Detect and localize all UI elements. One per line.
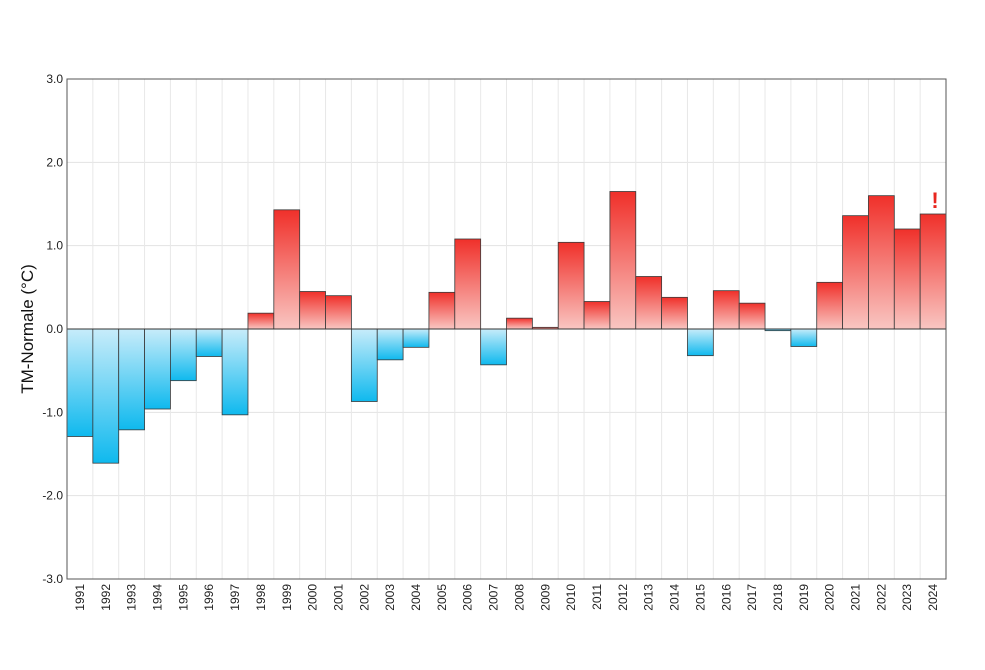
x-tick-label: 2000 xyxy=(306,584,320,611)
x-tick-label: 1996 xyxy=(202,584,216,611)
x-tick-label: 1992 xyxy=(99,584,113,611)
x-tick-label: 2003 xyxy=(383,584,397,611)
y-tick-label: 0.0 xyxy=(46,322,63,336)
x-tick-label: 2002 xyxy=(357,584,371,611)
bar-1996 xyxy=(195,328,223,357)
x-tick-label: 1991 xyxy=(73,584,87,611)
y-tick-label: 2.0 xyxy=(46,155,63,169)
x-tick-label: 2001 xyxy=(331,584,345,611)
y-axis-label: TM-Normale (°C) xyxy=(18,264,37,394)
x-tick-label: 2015 xyxy=(693,584,707,611)
bar-2021 xyxy=(842,215,869,330)
bar-2003 xyxy=(376,328,404,361)
bar-1998 xyxy=(247,312,275,330)
bar-2016 xyxy=(712,290,740,330)
bar-1992 xyxy=(92,328,120,464)
bar-2006 xyxy=(454,238,482,330)
bar-2012 xyxy=(609,191,637,330)
bar-2015 xyxy=(687,328,714,357)
x-tick-label: 2018 xyxy=(771,584,785,611)
bar-2004 xyxy=(402,328,430,348)
bar-2007 xyxy=(480,328,507,366)
x-tick-label: 2017 xyxy=(745,584,759,611)
bar-2020 xyxy=(816,281,843,330)
x-tick-label: 2019 xyxy=(797,584,811,611)
y-tick-label: 3.0 xyxy=(46,72,63,86)
bar-2014 xyxy=(661,296,688,330)
y-tick-label: -3.0 xyxy=(42,572,63,586)
x-tick-label: 1998 xyxy=(254,584,268,611)
x-tick-label: 2024 xyxy=(926,584,940,611)
x-tick-label: 2013 xyxy=(642,584,656,611)
bar-2011 xyxy=(583,301,611,330)
bar-2017 xyxy=(738,302,766,330)
bar-2024 xyxy=(919,213,947,330)
x-tick-label: 2014 xyxy=(668,584,682,611)
bar-1997 xyxy=(221,328,249,416)
x-tick-label: 1994 xyxy=(150,584,164,611)
x-tick-label: 2004 xyxy=(409,584,423,611)
bar-2013 xyxy=(635,276,663,330)
x-tick-label: 1993 xyxy=(125,584,139,611)
bar-2022 xyxy=(868,195,895,330)
bar-2023 xyxy=(893,228,921,330)
record-annotation: ! xyxy=(931,188,938,213)
bar-1993 xyxy=(118,328,145,431)
bar-2010 xyxy=(557,241,585,330)
x-tick-label: 2007 xyxy=(487,584,501,611)
x-tick-label: 2010 xyxy=(564,584,578,611)
x-tick-label: 1995 xyxy=(176,584,190,611)
x-tick-label: 1997 xyxy=(228,584,242,611)
x-tick-label: 2021 xyxy=(849,584,863,611)
x-tick-label: 2005 xyxy=(435,584,449,611)
x-tick-label: 2022 xyxy=(874,584,888,611)
bar-1999 xyxy=(273,209,301,330)
bar-2001 xyxy=(325,295,352,330)
bar-2019 xyxy=(790,328,818,347)
y-tick-label: -2.0 xyxy=(42,489,63,503)
x-tick-label: 1999 xyxy=(280,584,294,611)
bar-2000 xyxy=(299,291,326,330)
y-tick-label: -1.0 xyxy=(42,405,63,419)
bar-2002 xyxy=(350,328,378,402)
x-tick-label: 2020 xyxy=(823,584,837,611)
y-tick-label: 1.0 xyxy=(46,239,63,253)
bar-1994 xyxy=(144,328,171,410)
bar-2005 xyxy=(428,291,456,330)
x-tick-label: 2011 xyxy=(590,584,604,610)
bar-2008 xyxy=(506,317,533,330)
x-tick-label: 2009 xyxy=(538,584,552,611)
y-tick-labels: -3.0 -2.0 -1.0 0.0 1.0 2.0 3.0 xyxy=(42,72,63,586)
bar-1991 xyxy=(66,328,94,437)
x-tick-label: 2023 xyxy=(900,584,914,611)
x-tick-labels: 1991 1992 1993 1994 1995 1996 1997 1998 1999 2000… xyxy=(73,584,940,611)
plot-frame xyxy=(66,78,947,580)
bars xyxy=(66,191,947,464)
x-tick-label: 2008 xyxy=(512,584,526,611)
x-tick-label: 2006 xyxy=(461,584,475,611)
x-tick-label: 2012 xyxy=(616,584,630,611)
x-tick-label: 2016 xyxy=(719,584,733,611)
bar-1995 xyxy=(170,328,197,382)
